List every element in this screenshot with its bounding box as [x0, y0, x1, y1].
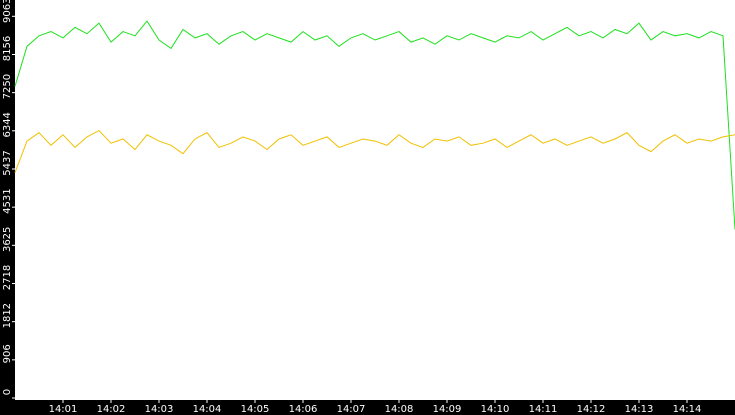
y-tick-label: 4531 — [2, 188, 13, 213]
y-tick-label: 9063 — [2, 0, 13, 23]
y-tick-label: 8156 — [2, 36, 13, 61]
y-tick-label: 7250 — [2, 74, 13, 99]
x-axis-band — [0, 400, 735, 415]
x-tick-label: 14:02 — [97, 404, 126, 415]
x-tick-label: 14:07 — [337, 404, 366, 415]
x-tick-label: 14:06 — [289, 404, 318, 415]
x-tick-label: 14:04 — [193, 404, 222, 415]
x-tick-label: 14:09 — [433, 404, 462, 415]
series-line — [14, 129, 735, 173]
y-tick-label: 906 — [2, 344, 13, 363]
x-tick-label: 14:13 — [625, 404, 654, 415]
x-tick-label: 14:08 — [385, 404, 414, 415]
y-tick-label: 2718 — [2, 265, 13, 290]
y-tick-label: 0 — [2, 389, 13, 395]
series-line — [14, 20, 735, 230]
x-tick-label: 14:14 — [673, 404, 702, 415]
x-tick-label: 14:11 — [529, 404, 558, 415]
y-tick-label: 5437 — [2, 150, 13, 175]
x-tick-label: 14:01 — [49, 404, 78, 415]
y-tick-label: 6344 — [2, 112, 13, 137]
x-tick-label: 14:03 — [145, 404, 174, 415]
x-tick-label: 14:12 — [577, 404, 606, 415]
x-tick-label: 14:05 — [241, 404, 270, 415]
y-tick-label: 3625 — [2, 227, 13, 252]
y-tick-label: 1812 — [2, 303, 13, 328]
x-tick-label: 14:10 — [481, 404, 510, 415]
y-axis-band — [0, 0, 15, 415]
